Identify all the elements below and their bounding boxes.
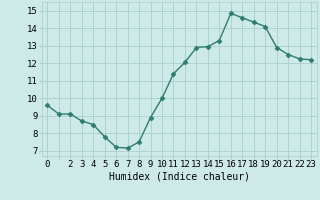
X-axis label: Humidex (Indice chaleur): Humidex (Indice chaleur) <box>109 172 250 182</box>
